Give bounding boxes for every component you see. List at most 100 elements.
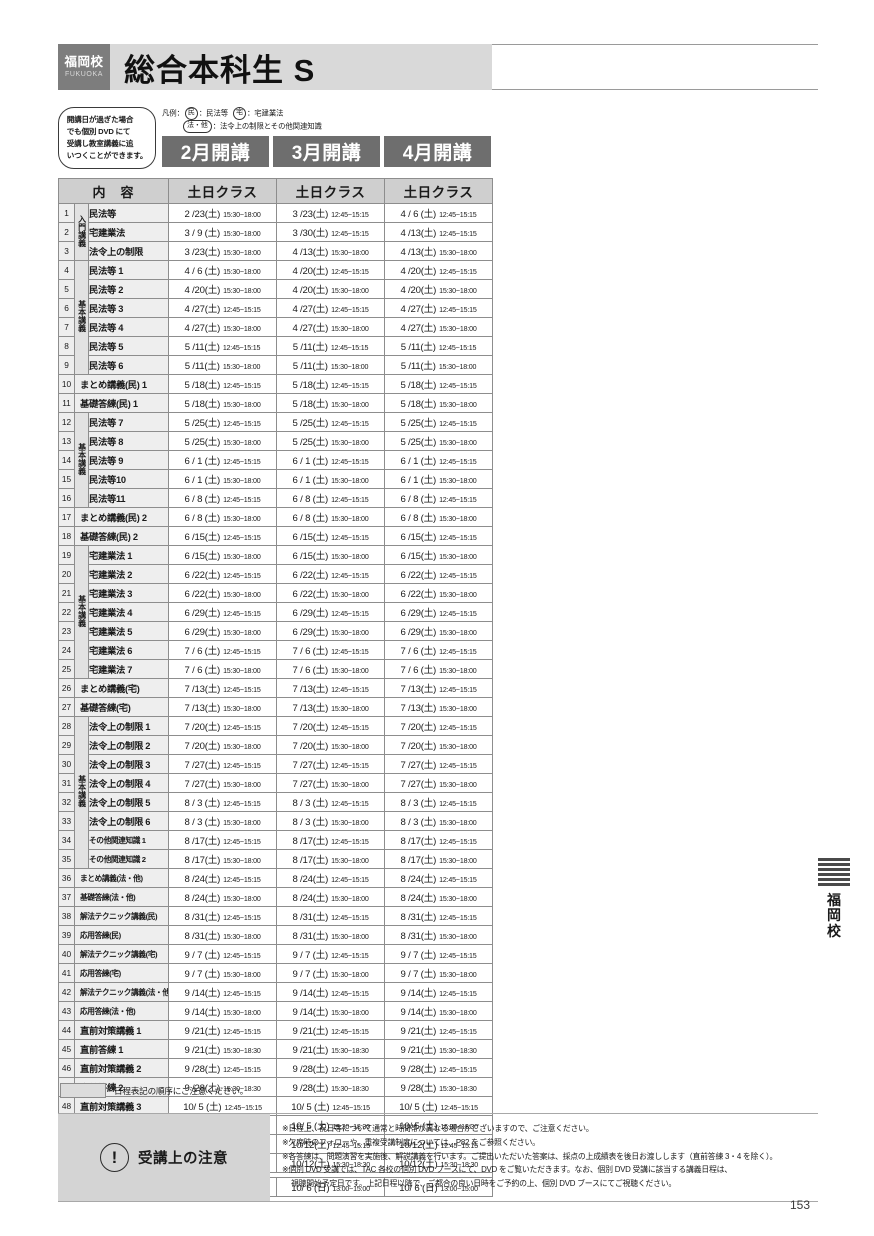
cell-date: 8 /17(土) [292,855,329,866]
row-number: 27 [58,697,75,717]
school-badge: 福岡校 FUKUOKA [58,44,110,90]
row-number: 15 [58,469,75,489]
cell-time: 15:30~18:00 [331,895,369,903]
cell-time: 15:30~18:00 [223,819,261,827]
course-name: 応用答練(民) [73,925,170,945]
cell-date: 10/ 5 (土) [291,1121,330,1132]
cell-date: 10/ 6 (日) [291,1183,330,1194]
schedule-cell-feb: 6 /22(土) 15:30~18:00 [168,583,278,603]
cell-date: 6 /22(土) [400,570,437,581]
schedule-cell-apr: 10/ 6 (日) 13:00~15:00 [384,1177,494,1197]
course-name: 宅建業法 3 [87,583,170,603]
cell-time: 12:45~15:15 [331,420,369,428]
row-number: 45 [58,1039,75,1059]
schedule-cell-apr: 8 /31(土) 12:45~15:15 [384,906,494,926]
schedule-cell-apr: 5 /11(土) 12:45~15:15 [384,336,494,356]
schedule-cell-apr: 7 /13(土) 15:30~18:00 [384,697,494,717]
cell-date: 7 / 6 (土) [400,646,437,657]
schedule-cell-mar: 4 /20(土) 12:45~15:15 [276,260,386,280]
schedule-cell-apr: 9 / 7 (土) 12:45~15:15 [384,944,494,964]
cell-date: 7 /27(土) [184,779,221,790]
cell-time: 12:45~15:15 [439,610,477,618]
cell-time: 15:30~18:00 [223,268,261,276]
schedule-cell-mar: 4 /27(土) 15:30~18:00 [276,317,386,337]
schedule-cell-mar: 7 /27(土) 15:30~18:00 [276,773,386,793]
schedule-cell-mar: 3 /23(土) 12:45~15:15 [276,203,386,223]
cell-time: 12:45~15:15 [439,1066,477,1074]
cell-time: 15:30~18:00 [331,515,369,523]
row-number: 30 [58,754,75,774]
header-rule-top [492,44,818,45]
schedule-cell-mar: 7 /13(土) 15:30~18:00 [276,697,386,717]
cell-time: 15:30~18:00 [223,439,261,447]
table-row: 38 解法テクニック講義(民) 8 /31(土) 12:45~15:15 8 /31(土… [58,906,494,926]
cell-date: 4 /27(土) [184,323,221,334]
col-header-class-apr: 土日クラス [384,178,494,204]
cell-time: 12:45~15:15 [439,382,477,390]
cell-date: 10/12(土) [291,1140,330,1151]
cell-date: 10/ 5 (土) [291,1102,330,1113]
callout-line-1: 開講日が過ぎた場合 [66,115,134,125]
cell-date: 3 /23(土) [292,209,329,220]
cell-date: 7 /27(土) [400,760,437,771]
schedule-cell-mar: 4 /13(土) 15:30~18:00 [276,241,386,261]
cell-time: 15:30~18:00 [331,629,369,637]
cell-time: 12:45~15:15 [331,648,369,656]
cell-date: 9 / 7 (土) [292,969,329,980]
cell-time: 12:45~15:15 [331,686,369,694]
cell-date: 4 /27(土) [400,304,437,315]
cell-date: 8 / 3 (土) [400,817,437,828]
cell-date: 5 /25(土) [400,437,437,448]
cell-time: 12:45~15:15 [223,648,261,656]
cell-time: 12:45~15:15 [331,496,369,504]
cell-time: 12:45~15:15 [331,1028,369,1036]
schedule-cell-mar: 8 /17(土) 12:45~15:15 [276,830,386,850]
cell-date: 6 /15(土) [400,532,437,543]
cell-time: 15:30~18:30 [331,1047,369,1055]
schedule-cell-apr: 8 / 3 (土) 15:30~18:00 [384,811,494,831]
schedule-cell-mar: 6 /15(土) 12:45~15:15 [276,526,386,546]
cell-date: 4 /27(土) [400,323,437,334]
table-row: 43 応用答練(法・他) 9 /14(土) 15:30~18:00 9 /14(土) 15… [58,1001,494,1021]
row-number: 34 [58,830,75,850]
cell-date: 6 / 1 (土) [292,456,329,467]
cell-date: 9 /21(土) [292,1045,329,1056]
cell-date: 5 /11(土) [400,361,436,372]
cell-time: 15:30~18:00 [439,287,477,295]
course-name: 基礎答練(宅) [73,697,170,717]
side-tab-char-3: 校 [827,922,841,939]
school-name-jp: 福岡校 [64,54,104,69]
cell-date: 9 / 7 (土) [400,969,437,980]
row-number: 23 [58,621,75,641]
schedule-cell-mar: 9 / 7 (土) 12:45~15:15 [276,944,386,964]
schedule-cell-mar: 6 /22(土) 15:30~18:00 [276,583,386,603]
cell-time: 15:30~18:00 [223,895,261,903]
callout-line-2: でも個別 DVD にて [66,127,131,137]
cell-time: 12:45~15:15 [331,572,369,580]
cell-date: 7 /13(土) [400,703,437,714]
course-name: 民法等 7 [87,412,170,432]
schedule-table-body: 1 入門講義 民法等 2 /23(土) 15:30~18:00 3 /23(土) 12:45… [57,203,494,1197]
schedule-cell-apr: 4 /13(土) 12:45~15:15 [384,222,494,242]
cell-date: 7 /27(土) [400,779,437,790]
cell-time: 15:30~18:30 [439,1047,477,1055]
schedule-cell-feb: 6 / 1 (土) 15:30~18:00 [168,469,278,489]
cell-date: 2 /23(土) [184,209,221,220]
table-row: 42 解法テクニック講義(法・他) 9 /14(土) 12:45~15:15 9 /14… [58,982,494,1002]
cell-date: 9 / 7 (土) [292,950,329,961]
cell-time: 15:30~18:00 [223,325,261,333]
schedule-cell-apr: 4 /13(土) 15:30~18:00 [384,241,494,261]
schedule-cell-apr: 6 /29(土) 15:30~18:00 [384,621,494,641]
schedule-cell-apr: 6 /22(土) 12:45~15:15 [384,564,494,584]
cell-date: 9 / 7 (土) [184,950,221,961]
course-name: 法令上の制限 3 [87,754,170,774]
